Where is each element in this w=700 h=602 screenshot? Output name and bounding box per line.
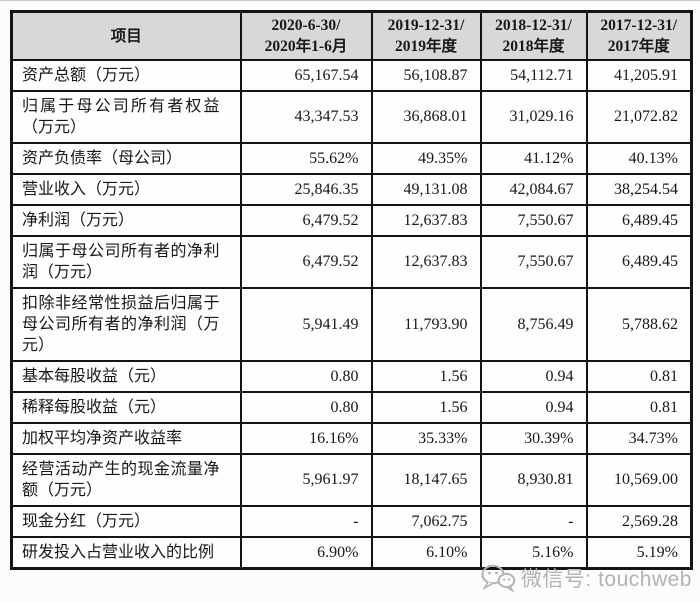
table-row: 加权平均净资产收益率 16.16% 35.33% 30.39% 34.73% [10,422,693,455]
row-label: 基本每股收益（元） [10,360,242,393]
header-line2: 2019年度 [394,38,457,55]
value-cell: - [239,505,373,538]
header-line2: 2020年1-6月 [264,38,348,55]
value-cell: 2,569.28 [585,505,693,538]
row-label: 加权平均净资产收益率 [10,422,242,455]
value-cell: 25,846.35 [239,173,373,206]
value-cell: 6,479.52 [239,204,373,237]
value-cell: 12,637.83 [370,235,482,289]
row-label: 经营活动产生的现金流量净额（万元） [10,453,242,507]
value-cell: 5.19% [585,536,693,570]
value-cell: 5,941.49 [239,287,373,362]
watermark-text: 微信号: touchweb [520,568,692,591]
row-label: 稀释每股收益（元） [10,391,242,424]
table-row: 归属于母公司所有者的净利润（万元） 6,479.52 12,637.83 7,5… [10,235,693,289]
value-cell: 18,147.65 [370,453,482,507]
value-cell: 5,788.62 [585,287,693,362]
table-row: 经营活动产生的现金流量净额（万元） 5,961.97 18,147.65 8,9… [10,453,693,507]
value-cell: 0.80 [239,360,373,393]
page-top-divider [0,0,700,1]
row-label: 扣除非经常性损益后归属于母公司所有者的净利润（万元） [10,287,242,362]
table-row: 归属于母公司所有者权益（万元） 43,347.53 36,868.01 31,0… [10,90,693,144]
value-cell: 49,131.08 [370,173,482,206]
value-cell: 55.62% [239,142,373,175]
value-cell: 54,112.71 [479,59,588,92]
table-row: 现金分红（万元） - 7,062.75 - 2,569.28 [10,505,693,538]
value-cell: 6,479.52 [239,235,373,289]
value-cell: 7,550.67 [479,235,588,289]
value-cell: 49.35% [370,142,482,175]
value-cell: 43,347.53 [239,90,373,144]
value-cell: 31,029.16 [479,90,588,144]
value-cell: 6,489.45 [585,235,693,289]
value-cell: 7,062.75 [370,505,482,538]
table-row: 扣除非经常性损益后归属于母公司所有者的净利润（万元） 5,941.49 11,7… [10,287,693,362]
table-row: 资产总额（万元） 65,167.54 56,108.87 54,112.71 4… [10,59,693,92]
header-line1: 2018-12-31/ [495,17,572,34]
row-label: 资产负债率（母公司） [10,142,242,175]
financial-summary-table: 项目 2020-6-30/ 2020年1-6月 2019-12-31/ 2019… [10,10,693,570]
row-label: 研发投入占营业收入的比例 [10,536,242,570]
value-cell: 65,167.54 [239,59,373,92]
header-row: 项目 2020-6-30/ 2020年1-6月 2019-12-31/ 2019… [10,10,693,61]
value-cell: 0.81 [585,391,693,424]
value-cell: 0.94 [479,391,588,424]
value-cell: 0.94 [479,360,588,393]
value-cell: 42,084.67 [479,173,588,206]
watermark: 微信号: touchweb [480,562,692,594]
value-cell: 1.56 [370,391,482,424]
table-row: 基本每股收益（元） 0.80 1.56 0.94 0.81 [10,360,693,393]
value-cell: 6.10% [370,536,482,570]
value-cell: 41.12% [479,142,588,175]
value-cell: 12,637.83 [370,204,482,237]
header-cell-2017: 2017-12-31/ 2017年度 [585,10,693,61]
value-cell: 8,930.81 [479,453,588,507]
value-cell: 38,254.54 [585,173,693,206]
row-label: 资产总额（万元） [10,59,242,92]
value-cell: 41,205.91 [585,59,693,92]
value-cell: 16.16% [239,422,373,455]
header-line2: 2018年度 [502,38,565,55]
value-cell: 1.56 [370,360,482,393]
row-label: 营业收入（万元） [10,173,242,206]
value-cell: 5,961.97 [239,453,373,507]
table-row: 营业收入（万元） 25,846.35 49,131.08 42,084.67 3… [10,173,693,206]
value-cell: 6.90% [239,536,373,570]
value-cell: 6,489.45 [585,204,693,237]
row-label: 净利润（万元） [10,204,242,237]
table-row: 资产负债率（母公司） 55.62% 49.35% 41.12% 40.13% [10,142,693,175]
value-cell: 0.81 [585,360,693,393]
value-cell: 21,072.82 [585,90,693,144]
value-cell: 0.80 [239,391,373,424]
value-cell: 35.33% [370,422,482,455]
value-cell: 36,868.01 [370,90,482,144]
header-line1: 2019-12-31/ [387,17,465,34]
header-cell-2019: 2019-12-31/ 2019年度 [370,10,482,61]
table-row: 研发投入占营业收入的比例 6.90% 6.10% 5.16% 5.19% [10,536,693,570]
value-cell: 56,108.87 [370,59,482,92]
header-line2: 2017年度 [607,38,670,55]
table-row: 净利润（万元） 6,479.52 12,637.83 7,550.67 6,48… [10,204,693,237]
row-label: 现金分红（万元） [10,505,242,538]
value-cell: 34.73% [585,422,693,455]
header-cell-2020h1: 2020-6-30/ 2020年1-6月 [239,10,373,61]
value-cell: 8,756.49 [479,287,588,362]
value-cell: 5.16% [479,536,588,570]
value-cell: 7,550.67 [479,204,588,237]
header-line1: 2020-6-30/ [271,17,341,34]
row-label: 归属于母公司所有者的净利润（万元） [10,235,242,289]
table-row: 稀释每股收益（元） 0.80 1.56 0.94 0.81 [10,391,693,424]
value-cell: 10,569.00 [585,453,693,507]
value-cell: 30.39% [479,422,588,455]
header-line1: 2017-12-31/ [600,17,678,34]
header-label: 项目 [110,27,142,45]
header-cell-2018: 2018-12-31/ 2018年度 [479,10,588,61]
wechat-icon [480,563,516,593]
row-label: 归属于母公司所有者权益（万元） [10,90,242,144]
value-cell: 40.13% [585,142,693,175]
value-cell: 11,793.90 [370,287,482,362]
header-cell-item: 项目 [10,10,242,61]
value-cell: - [479,505,588,538]
